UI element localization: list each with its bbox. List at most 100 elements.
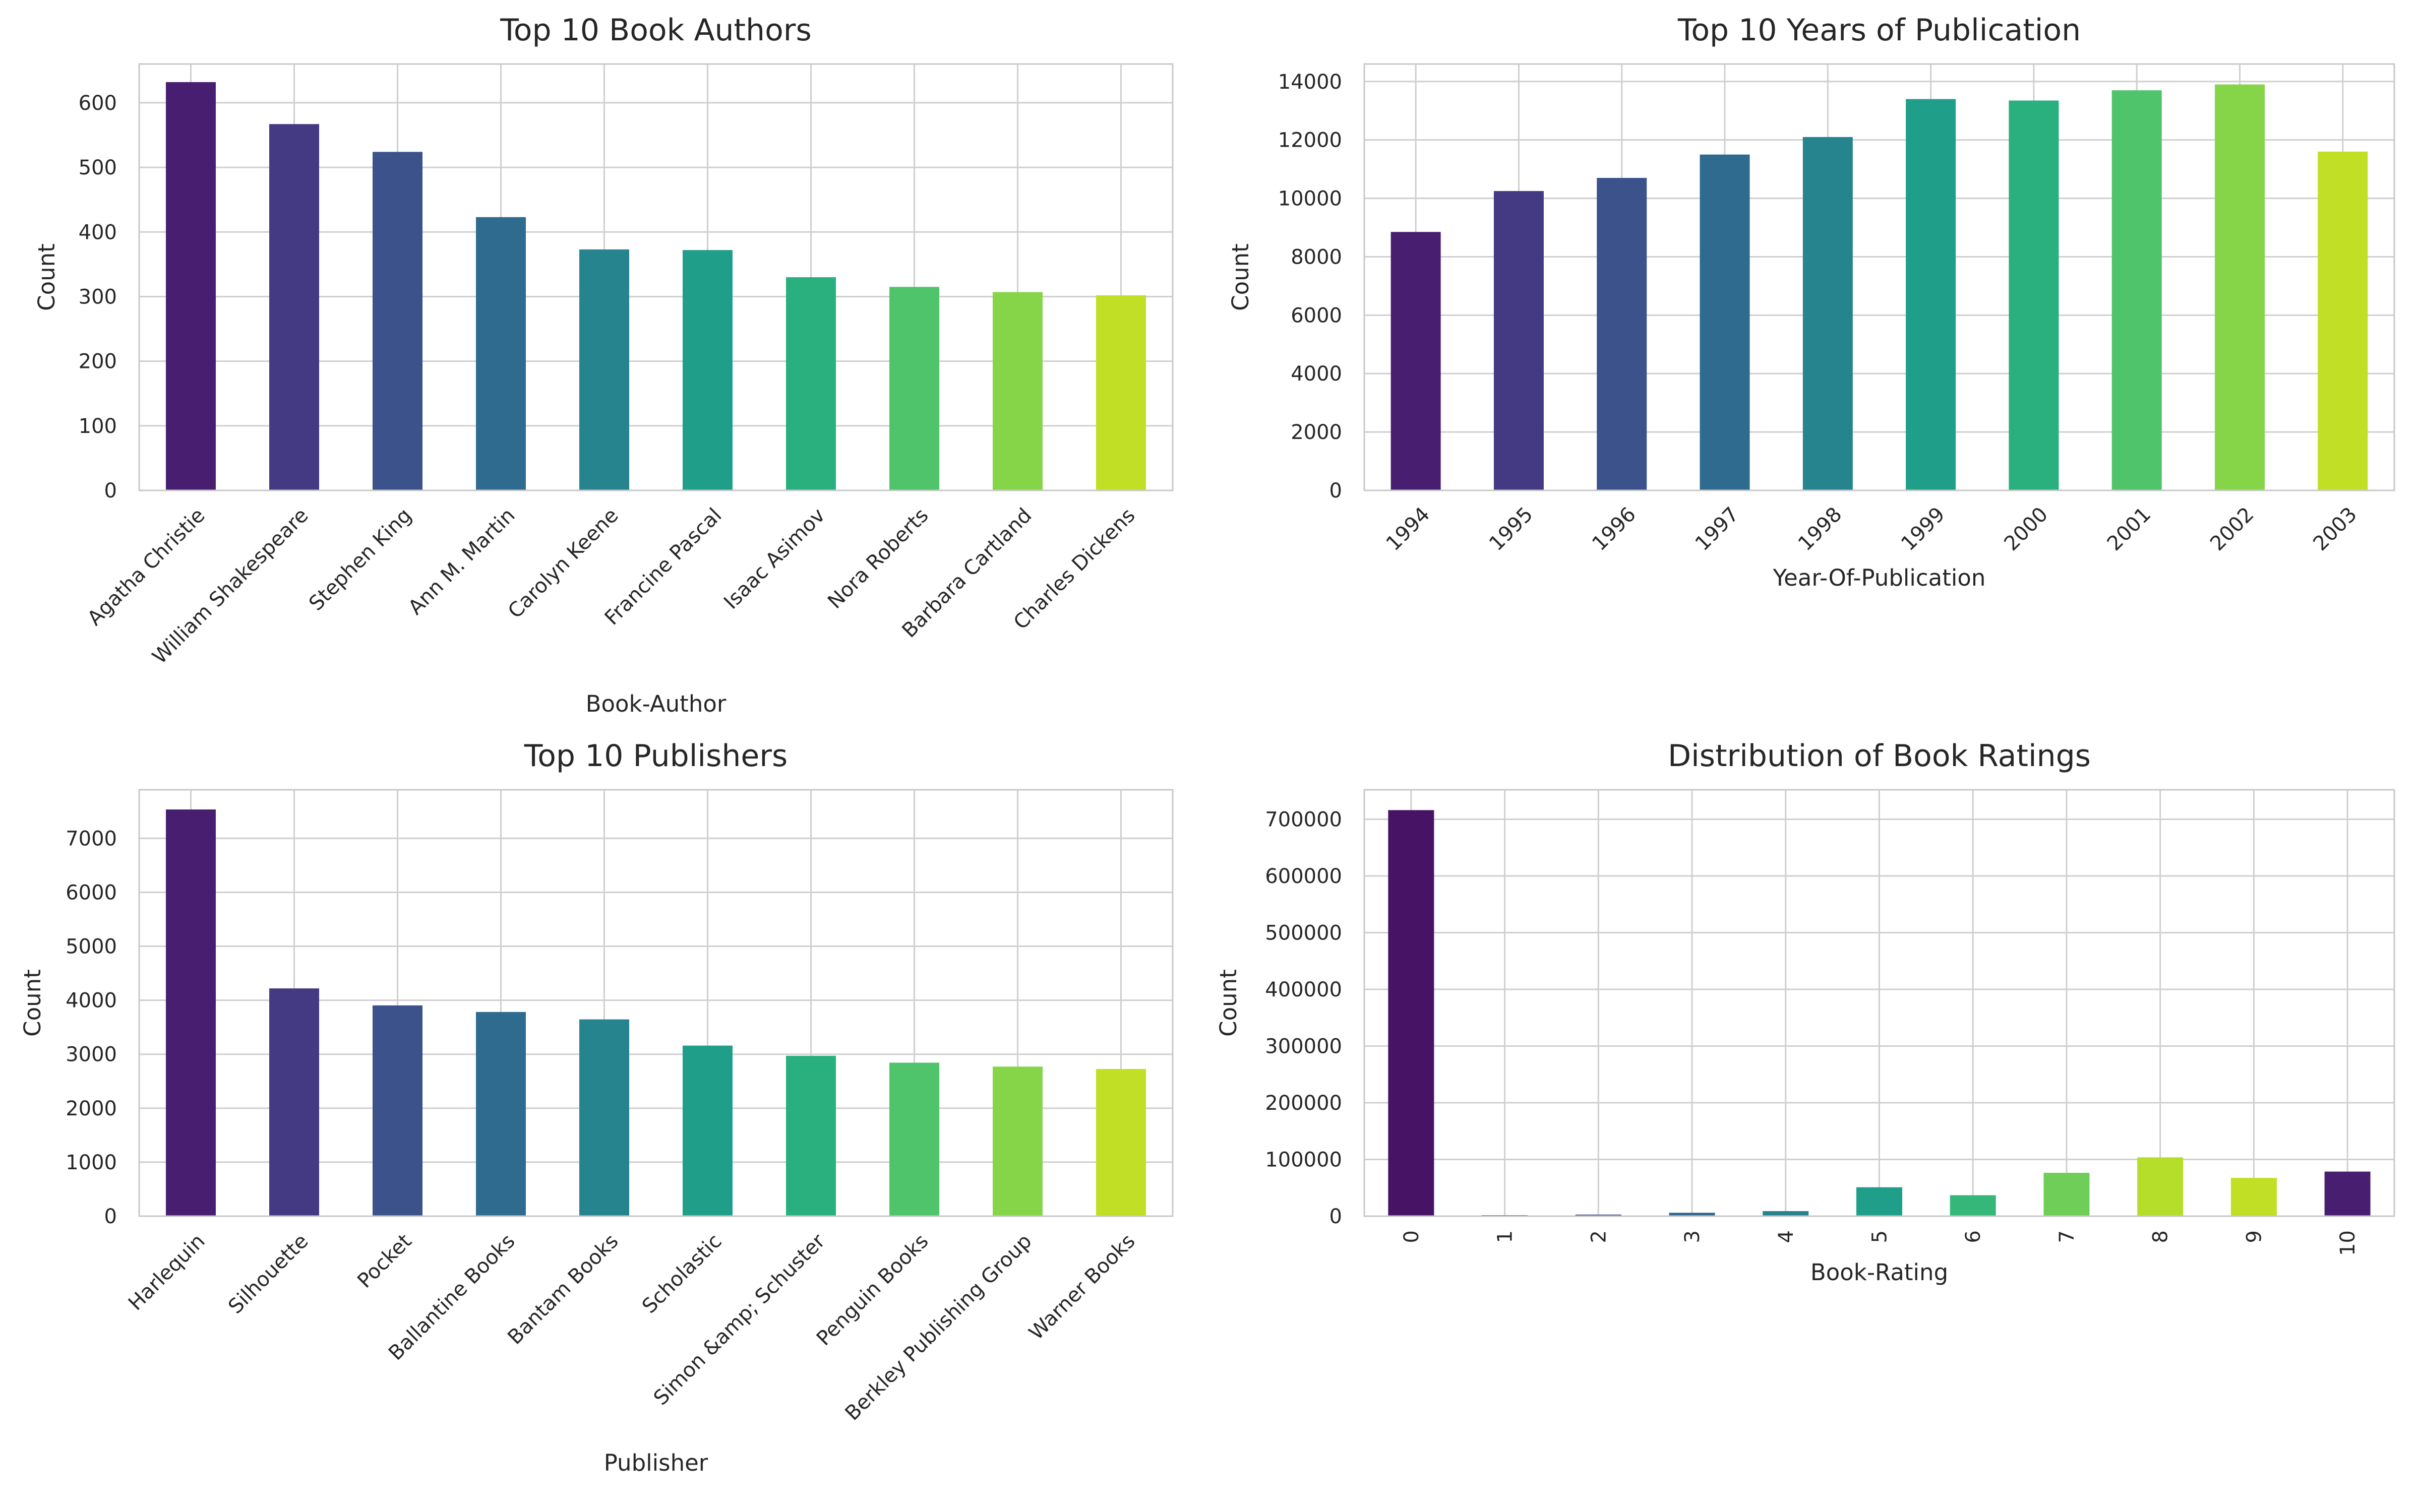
y-tick-label: 12000 <box>1278 129 1342 152</box>
x-tick-label: 9 <box>2243 1230 2266 1243</box>
y-tick-label: 0 <box>104 1205 117 1228</box>
x-tick-label: 0 <box>1400 1230 1423 1243</box>
y-tick-label: 6000 <box>66 881 117 904</box>
y-tick-label: 700000 <box>1265 808 1342 832</box>
x-tick-label: 10 <box>2336 1230 2360 1256</box>
y-tick-label: 300 <box>79 285 117 308</box>
y-tick-label: 5000 <box>66 935 117 959</box>
x-tick-label: 1 <box>1494 1230 1517 1243</box>
bar <box>1388 810 1434 1216</box>
bar <box>993 1066 1043 1216</box>
bar <box>1597 177 1647 490</box>
bar <box>2043 1172 2090 1216</box>
y-tick-label: 200 <box>79 350 117 373</box>
plot-frame <box>1363 63 2395 491</box>
bar <box>2137 1157 2184 1216</box>
x-axis-label: Book-Author <box>586 690 727 717</box>
y-tick-label: 6000 <box>1291 304 1342 327</box>
y-tick-label: 300000 <box>1265 1035 1342 1058</box>
bar <box>579 1019 629 1216</box>
bar <box>1906 99 1956 490</box>
bar <box>889 1062 939 1216</box>
y-tick-label: 2000 <box>1291 421 1342 444</box>
y-tick-label: 0 <box>104 479 117 502</box>
y-axis-label: Count <box>19 969 46 1037</box>
bar <box>2009 100 2059 490</box>
x-axis-label: Book-Rating <box>1810 1259 1948 1286</box>
bar <box>1575 1214 1621 1216</box>
bar <box>1950 1195 1996 1216</box>
x-tick-label: 5 <box>1868 1230 1892 1243</box>
plot-frame <box>1363 789 2395 1217</box>
bar <box>683 250 733 490</box>
x-tick-label: 3 <box>1681 1230 1704 1243</box>
plot-frame <box>138 789 1174 1217</box>
bar <box>269 988 319 1216</box>
bar <box>476 217 526 491</box>
y-tick-label: 200000 <box>1265 1092 1342 1115</box>
y-tick-label: 8000 <box>1291 245 1342 269</box>
y-tick-label: 100000 <box>1265 1149 1342 1172</box>
y-axis-label: Count <box>1215 969 1242 1037</box>
x-tick-label: 2 <box>1587 1230 1610 1243</box>
y-tick-label: 500000 <box>1265 922 1342 945</box>
y-tick-label: 400 <box>79 221 117 244</box>
y-tick-label: 10000 <box>1278 187 1342 211</box>
x-axis-label: Year-Of-Publication <box>1773 564 1986 591</box>
bar <box>993 292 1043 490</box>
y-tick-label: 0 <box>1329 1205 1342 1228</box>
chart-title: Top 10 Book Authors <box>500 13 811 48</box>
x-tick-label: 6 <box>1962 1230 1985 1243</box>
y-tick-label: 1000 <box>66 1151 117 1174</box>
y-axis-label: Count <box>33 243 60 311</box>
bar <box>1763 1211 1809 1216</box>
bar <box>1096 295 1146 490</box>
y-tick-label: 600 <box>79 92 117 115</box>
y-tick-label: 500 <box>79 156 117 179</box>
bar <box>2230 1178 2277 1216</box>
bar <box>786 1055 836 1216</box>
bar <box>889 287 939 490</box>
bar <box>1856 1187 1902 1216</box>
x-axis-label: Publisher <box>604 1450 708 1476</box>
x-tick-label: 8 <box>2149 1230 2172 1243</box>
y-tick-label: 4000 <box>66 989 117 1013</box>
y-tick-label: 3000 <box>66 1043 117 1066</box>
bar <box>166 809 216 1216</box>
bar <box>1096 1068 1146 1216</box>
bar <box>373 152 422 490</box>
bar <box>2111 90 2162 490</box>
bar <box>1700 154 1750 490</box>
bar <box>269 124 319 490</box>
bar <box>1493 191 1544 490</box>
bar <box>1390 232 1441 490</box>
y-tick-label: 0 <box>1329 479 1342 502</box>
x-tick-label: 4 <box>1775 1230 1798 1243</box>
bar <box>166 82 216 490</box>
y-tick-label: 4000 <box>1291 362 1342 386</box>
bar <box>1669 1213 1715 1216</box>
bar <box>1802 137 1853 490</box>
bar <box>2324 1171 2371 1216</box>
chart-title: Distribution of Book Ratings <box>1668 738 2091 774</box>
bar <box>579 249 629 490</box>
chart-ratings: 0 100000 200000 300000 400000 500000 600000 700… <box>1215 738 2395 1286</box>
x-tick-label: 7 <box>2055 1230 2079 1243</box>
y-tick-label: 100 <box>79 415 117 438</box>
bar <box>373 1005 422 1216</box>
bar <box>2318 151 2368 491</box>
bar <box>786 277 836 490</box>
chart-title: Top 10 Years of Publication <box>1677 13 2081 48</box>
bar <box>476 1012 526 1216</box>
y-tick-label: 600000 <box>1265 865 1342 888</box>
bar <box>683 1045 733 1216</box>
y-axis-label: Count <box>1227 243 1254 311</box>
y-tick-label: 400000 <box>1265 978 1342 1001</box>
chart-title: Top 10 Publishers <box>524 738 788 774</box>
y-tick-label: 2000 <box>66 1097 117 1120</box>
y-tick-label: 14000 <box>1278 71 1342 94</box>
bar <box>2215 84 2265 490</box>
